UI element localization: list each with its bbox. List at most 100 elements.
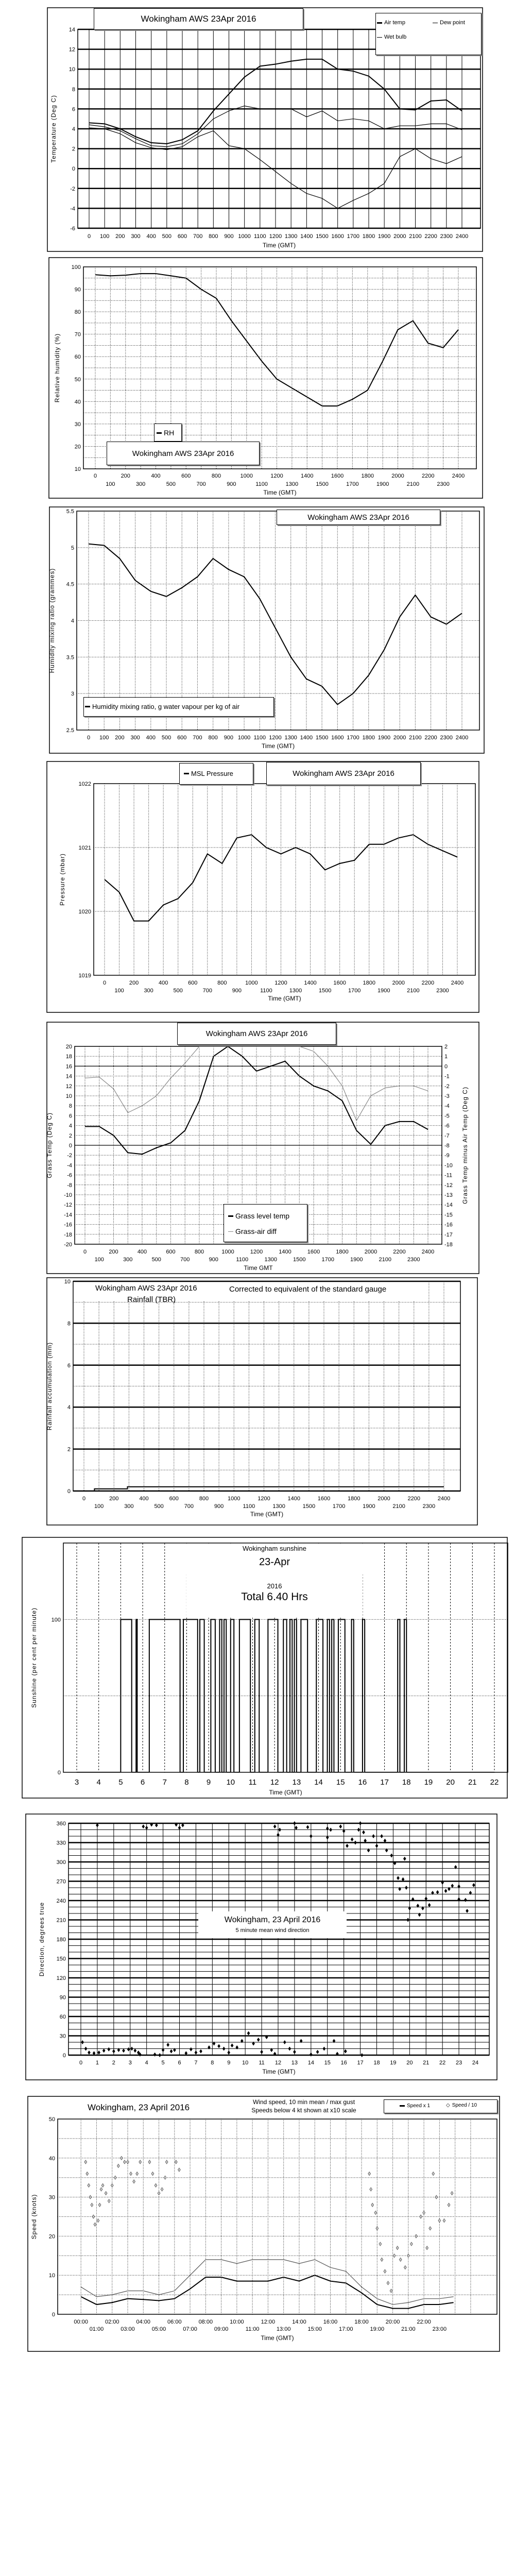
- x-tick-label: 04:00: [136, 2319, 150, 2325]
- x-tick-label: 07:00: [183, 2326, 197, 2332]
- y-axis-label: Rainfall accumulation (mm): [46, 1342, 53, 1430]
- x-tick-label: 3: [129, 2060, 132, 2066]
- x-tick-label: 20: [446, 1778, 455, 1787]
- x-tick-label: 09:00: [214, 2326, 229, 2332]
- x-tick-label: 1400: [301, 473, 313, 479]
- x-tick-label: 800: [195, 1249, 204, 1255]
- data-point: [358, 1821, 362, 1825]
- series-line-rainfall-accumulation: [84, 1486, 444, 1491]
- chart8-title: Wokingham, 23 April 2016: [224, 1916, 321, 1924]
- x-tick-label: 1100: [253, 735, 266, 741]
- data-point: [371, 2202, 374, 2207]
- y-tick-label: 360: [57, 1821, 66, 1827]
- y2-tick-label: -6: [444, 1123, 450, 1129]
- y-tick-label: 8: [72, 87, 75, 93]
- legend-label: Speed / 10: [452, 2103, 477, 2108]
- x-tick-label: 1600: [307, 1249, 320, 1255]
- data-point: [122, 2048, 125, 2053]
- x-tick-label: 500: [166, 481, 176, 487]
- x-tick-label: 1100: [255, 481, 268, 487]
- x-tick-label: 900: [214, 1503, 224, 1510]
- y2-tick-label: -10: [444, 1162, 453, 1168]
- x-tick-label: 200: [115, 233, 125, 240]
- data-point: [177, 2167, 181, 2172]
- data-point: [354, 1840, 357, 1845]
- x-tick-label: 1400: [279, 1249, 291, 1255]
- data-point: [278, 1827, 281, 1832]
- x-tick-label: 18: [373, 2060, 380, 2066]
- x-tick-label: 13: [292, 1778, 301, 1787]
- x-tick-label: 2100: [409, 735, 421, 741]
- chart-6: 0246810010020030040050060070080090010001…: [46, 1277, 478, 1526]
- y2-tick-label: -18: [444, 1242, 453, 1248]
- x-tick-label: 21: [468, 1778, 477, 1787]
- y2-tick-label: -3: [444, 1093, 450, 1099]
- data-point: [160, 2187, 164, 2192]
- data-point: [98, 2202, 101, 2207]
- data-point: [169, 2049, 173, 2054]
- y-tick-label: 30: [60, 2033, 66, 2040]
- x-tick-label: 10:00: [230, 2319, 244, 2325]
- chart6-title-area: [83, 1282, 428, 1301]
- y-tick-label: 30: [75, 421, 81, 428]
- data-point: [153, 2052, 157, 2057]
- data-point: [374, 2210, 377, 2215]
- x-tick-label: 2100: [392, 1503, 405, 1510]
- data-point: [113, 2175, 117, 2180]
- y-tick-label: 5: [71, 545, 74, 551]
- series-line-dew-point: [89, 127, 462, 209]
- x-tick-label: 11: [249, 1778, 257, 1787]
- x-axis-label: Time (GMT): [269, 1789, 302, 1796]
- y-tick-label: 12: [66, 1083, 72, 1090]
- data-point: [175, 1822, 178, 1827]
- y-tick-label: 90: [75, 287, 81, 293]
- x-tick-label: 13:00: [277, 2326, 291, 2332]
- plot-area: [57, 2119, 497, 2315]
- data-point: [97, 2050, 100, 2055]
- x-tick-label: 20:00: [386, 2319, 400, 2325]
- data-point: [273, 1824, 277, 1829]
- data-point: [222, 2046, 226, 2051]
- data-point: [372, 1834, 375, 1838]
- y2-tick-label: -9: [444, 1153, 450, 1159]
- x-tick-label: 19: [390, 2060, 396, 2066]
- data-point: [190, 2047, 193, 2052]
- x-axis-label: Time (GMT): [262, 742, 295, 750]
- data-point: [227, 2050, 231, 2055]
- y-tick-label: 2: [72, 146, 75, 152]
- x-tick-label: 6: [178, 2060, 181, 2066]
- x-tick-label: 2100: [407, 481, 419, 487]
- y-tick-label: 30: [49, 2195, 55, 2201]
- legend-label: Wet bulb: [384, 34, 407, 40]
- data-point: [436, 1890, 439, 1894]
- x-tick-label: 2300: [440, 233, 453, 240]
- x-tick-label: 2100: [407, 988, 419, 994]
- x-tick-label: 500: [152, 1257, 161, 1263]
- data-point: [454, 1865, 457, 1869]
- y-tick-label: 40: [75, 399, 81, 405]
- x-tick-label: 17: [380, 1778, 389, 1787]
- data-point: [87, 2183, 91, 2188]
- y-tick-label: 100: [52, 1617, 61, 1623]
- data-point: [375, 2226, 379, 2231]
- data-point: [102, 2048, 106, 2053]
- x-tick-label: 15: [324, 2060, 331, 2066]
- data-point: [256, 2038, 260, 2042]
- x-tick-label: 1600: [331, 473, 344, 479]
- data-point: [194, 2050, 198, 2055]
- x-tick-label: 300: [144, 988, 153, 994]
- data-point: [403, 1856, 406, 1861]
- x-tick-label: 1500: [303, 1503, 315, 1510]
- x-tick-label: 1500: [316, 735, 328, 741]
- y-tick-label: 6: [67, 1363, 71, 1369]
- data-point: [293, 2049, 296, 2054]
- chart-4: 1019 1020 1021 1022 0 100 200 300 400 500 600 700 80…: [46, 761, 479, 1013]
- x-tick-label: 9: [227, 2060, 230, 2066]
- y-tick-label: -4: [67, 1162, 72, 1168]
- y-axis-label: Humidity mixing ratio (grammes): [48, 568, 56, 673]
- y-tick-label: 10: [49, 2273, 55, 2279]
- x-tick-label: 24: [472, 2060, 478, 2066]
- data-point: [151, 2171, 154, 2176]
- x-tick-label: 1300: [265, 1257, 277, 1263]
- x-tick-label: 10: [242, 2060, 248, 2066]
